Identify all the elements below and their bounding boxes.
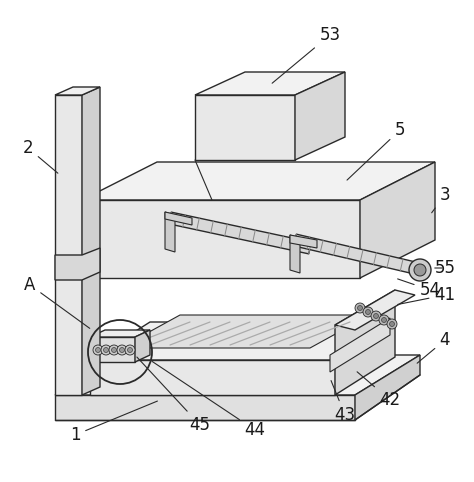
Polygon shape: [82, 162, 435, 200]
Polygon shape: [55, 395, 355, 420]
Text: 54: 54: [398, 279, 440, 299]
Circle shape: [371, 311, 381, 321]
Polygon shape: [293, 234, 416, 274]
Polygon shape: [90, 360, 335, 395]
Text: 44: 44: [152, 362, 265, 439]
Circle shape: [95, 348, 100, 352]
Text: A: A: [24, 276, 90, 328]
Polygon shape: [335, 290, 415, 330]
Circle shape: [374, 313, 379, 319]
Circle shape: [101, 345, 111, 355]
Polygon shape: [290, 235, 317, 248]
Circle shape: [387, 319, 397, 329]
Circle shape: [363, 307, 373, 317]
Text: 43: 43: [331, 381, 356, 424]
Text: 42: 42: [357, 372, 401, 409]
Polygon shape: [55, 95, 82, 395]
Circle shape: [379, 315, 389, 325]
Circle shape: [119, 348, 125, 352]
Circle shape: [93, 345, 103, 355]
Circle shape: [111, 348, 117, 352]
Text: 4: 4: [417, 331, 450, 363]
Polygon shape: [90, 337, 135, 362]
Circle shape: [390, 321, 394, 326]
Text: 53: 53: [272, 26, 340, 83]
Polygon shape: [290, 235, 300, 273]
Polygon shape: [335, 290, 395, 360]
Polygon shape: [90, 330, 150, 337]
Text: 3: 3: [432, 186, 450, 213]
Polygon shape: [355, 355, 420, 420]
Polygon shape: [55, 87, 100, 95]
Circle shape: [109, 345, 119, 355]
Polygon shape: [165, 212, 175, 252]
Polygon shape: [165, 212, 192, 225]
Circle shape: [117, 345, 127, 355]
Polygon shape: [195, 95, 295, 160]
Text: 45: 45: [137, 357, 210, 434]
Polygon shape: [90, 322, 395, 360]
Text: 5: 5: [347, 121, 405, 180]
Polygon shape: [135, 330, 150, 362]
Polygon shape: [360, 162, 435, 278]
Polygon shape: [55, 355, 420, 395]
Polygon shape: [330, 318, 390, 372]
Polygon shape: [82, 87, 100, 395]
Polygon shape: [120, 315, 370, 348]
Circle shape: [355, 303, 365, 313]
Polygon shape: [295, 72, 345, 160]
Circle shape: [125, 345, 135, 355]
Text: 1: 1: [70, 401, 157, 444]
Circle shape: [357, 306, 363, 310]
Polygon shape: [169, 212, 311, 254]
Circle shape: [365, 309, 371, 314]
Circle shape: [409, 259, 431, 281]
Text: 41: 41: [398, 286, 456, 305]
Polygon shape: [82, 200, 360, 278]
Circle shape: [382, 318, 386, 322]
Polygon shape: [335, 322, 395, 395]
Polygon shape: [195, 72, 345, 95]
Circle shape: [128, 348, 133, 352]
Polygon shape: [55, 248, 100, 280]
Text: 2: 2: [23, 139, 58, 173]
Circle shape: [414, 264, 426, 276]
Text: 55: 55: [435, 259, 456, 277]
Circle shape: [103, 348, 109, 352]
